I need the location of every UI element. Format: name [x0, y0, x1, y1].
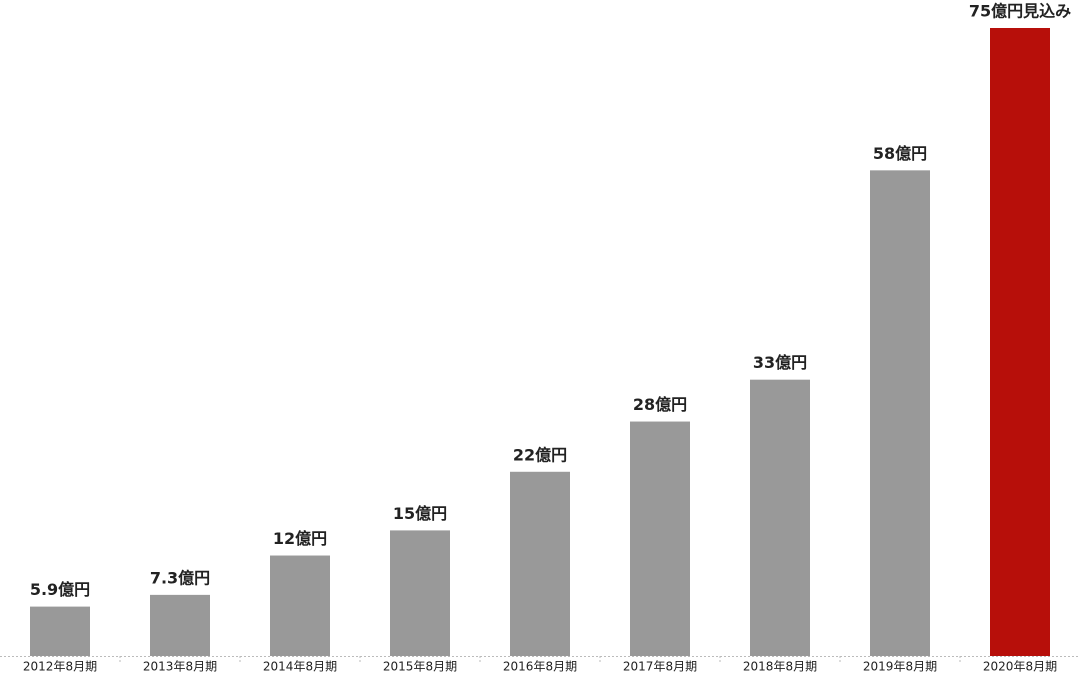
x-tick-label: 2018年8月期	[743, 660, 817, 674]
value-label: 22億円	[513, 445, 567, 464]
value-label: 5.9億円	[30, 580, 90, 599]
x-tick-label: 2013年8月期	[143, 660, 217, 674]
value-label: 15億円	[393, 504, 447, 523]
value-label: 12億円	[273, 529, 327, 548]
x-tick-label: 2012年8月期	[23, 660, 97, 674]
bar	[390, 530, 450, 656]
x-tick-label: 2017年8月期	[623, 660, 697, 674]
value-label: 75億円見込み	[969, 2, 1071, 21]
x-tick-label: 2019年8月期	[863, 660, 937, 674]
x-tick-label: 2020年8月期	[983, 660, 1057, 674]
x-tick-label: 2016年8月期	[503, 660, 577, 674]
value-label: 33億円	[753, 353, 807, 372]
bar	[750, 379, 810, 656]
bar	[270, 555, 330, 656]
bar	[870, 170, 930, 656]
bar	[990, 28, 1050, 656]
bar	[630, 421, 690, 656]
bar	[30, 606, 90, 656]
value-label: 28億円	[633, 395, 687, 414]
x-tick-label: 2015年8月期	[383, 660, 457, 674]
bar	[150, 594, 210, 656]
value-label: 58億円	[873, 144, 927, 163]
value-label: 7.3億円	[150, 568, 210, 587]
bar	[510, 471, 570, 656]
x-tick-label: 2014年8月期	[263, 660, 337, 674]
